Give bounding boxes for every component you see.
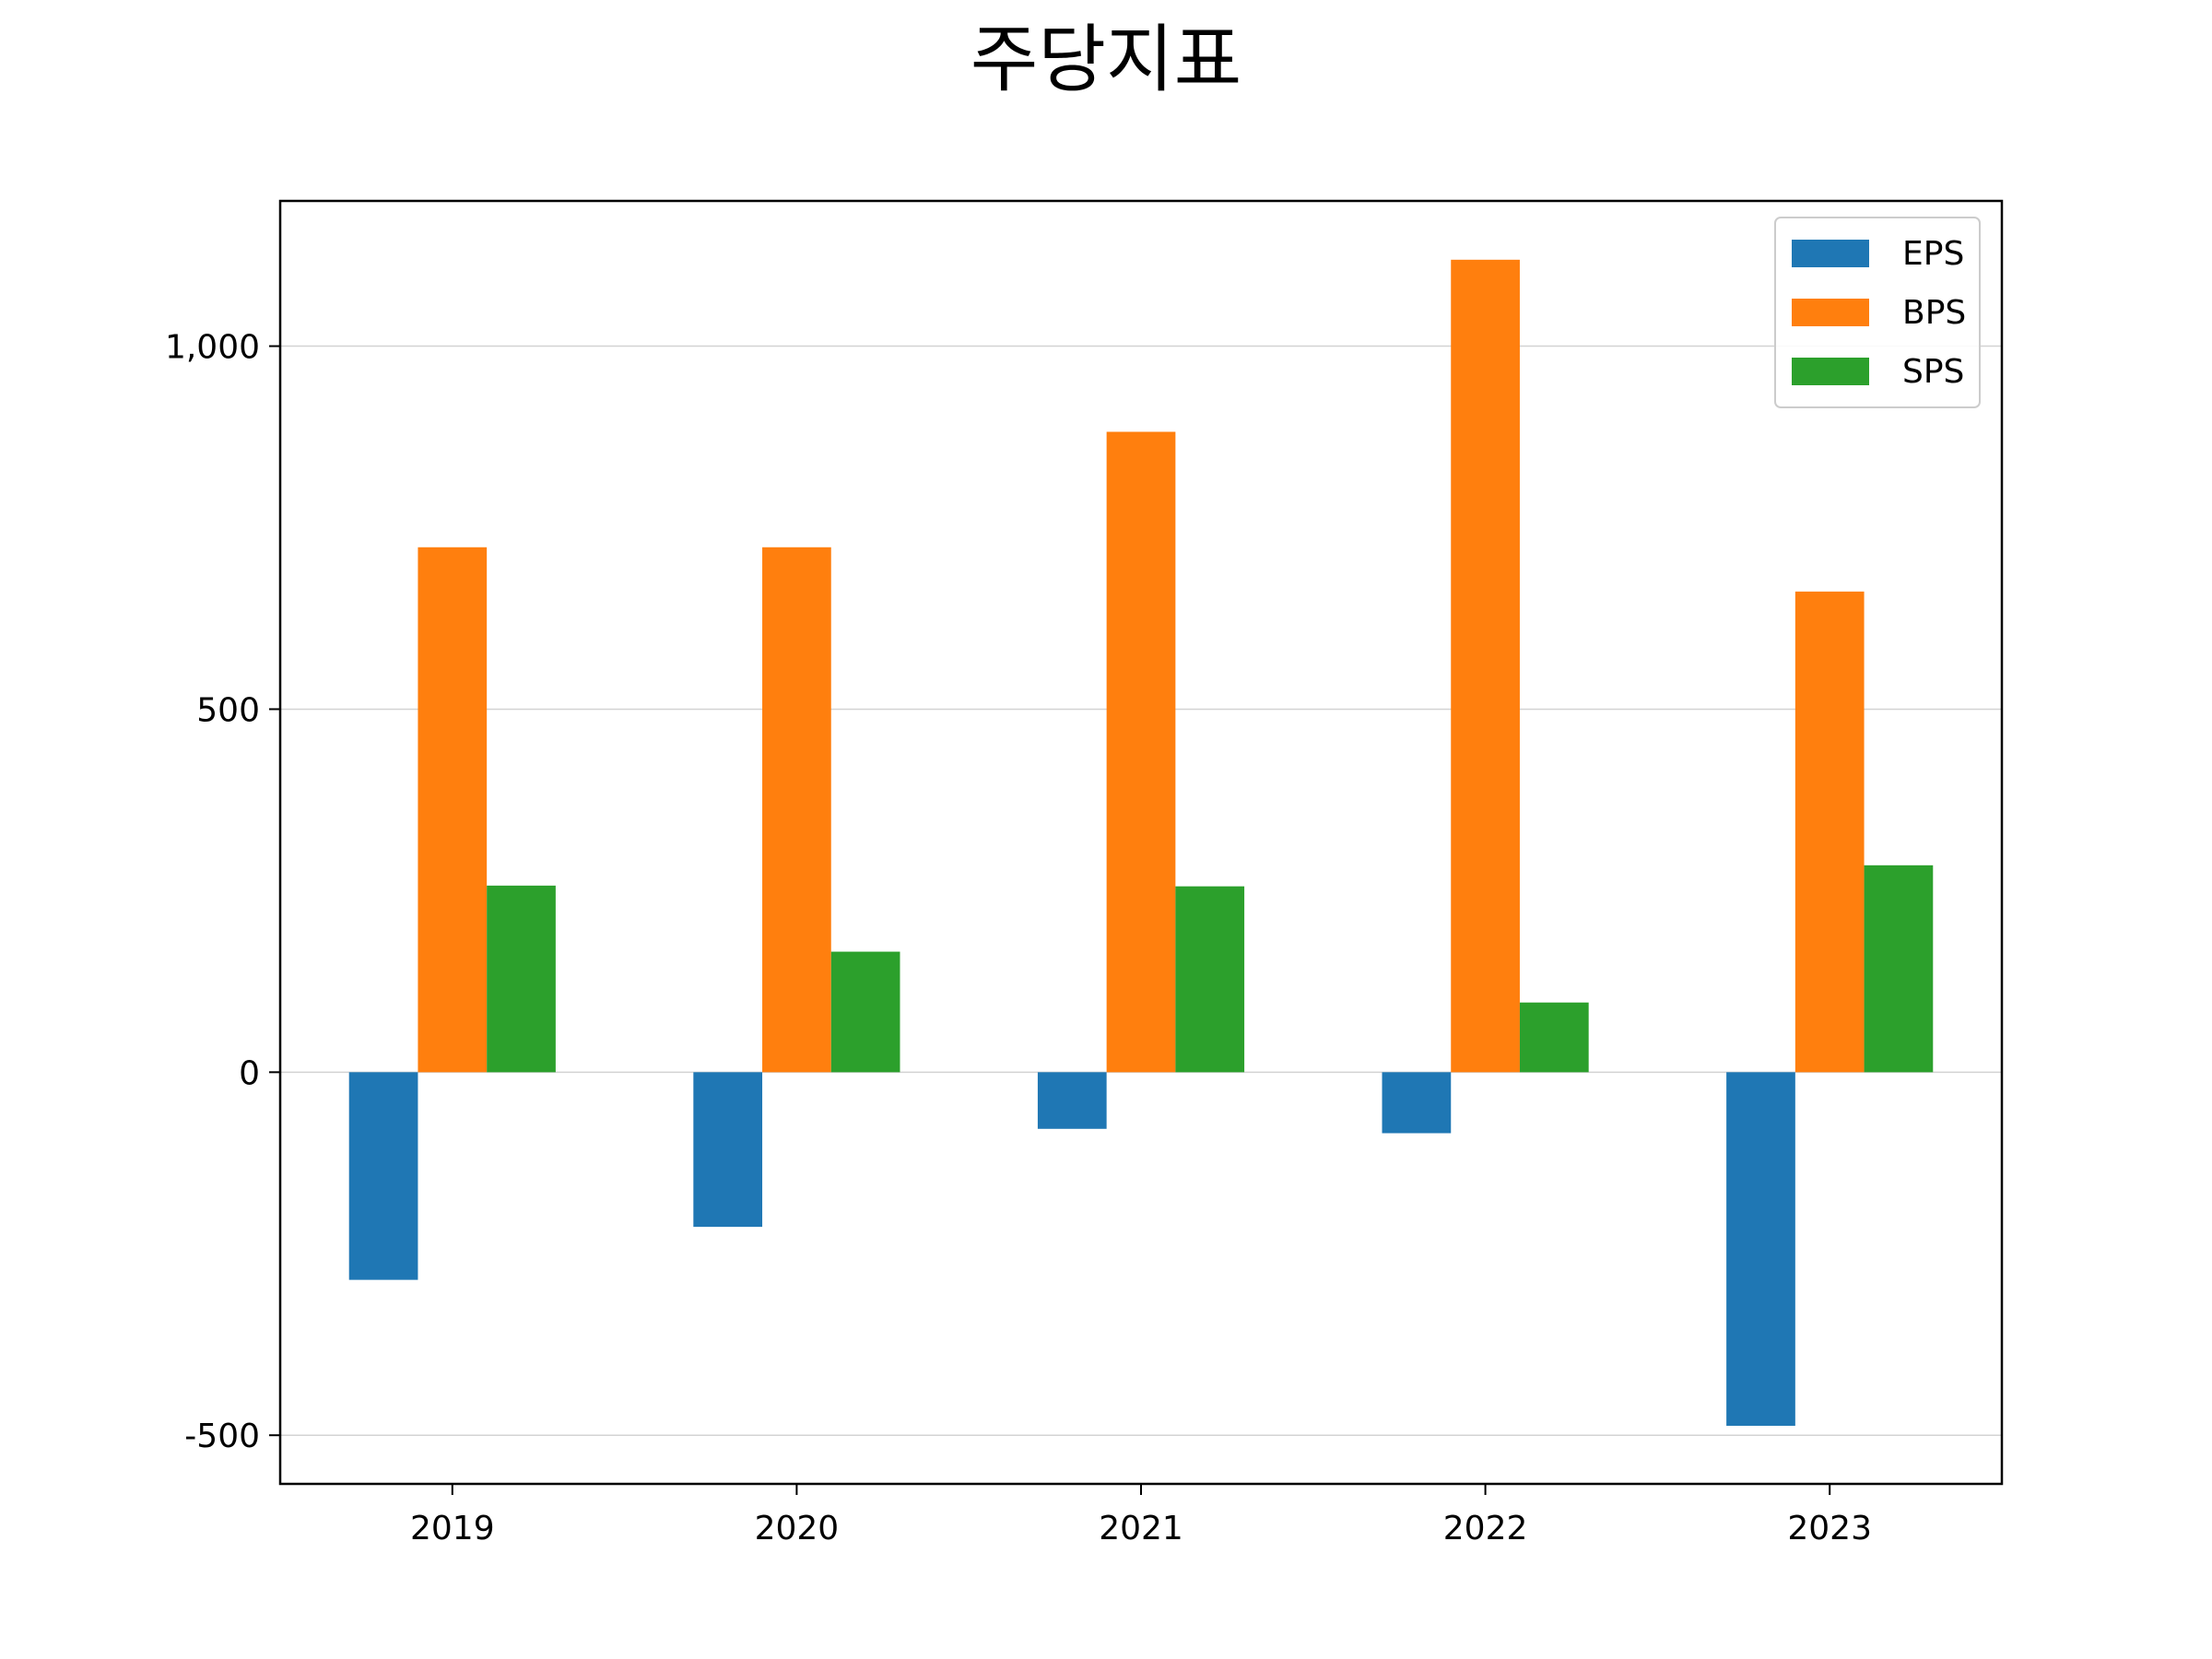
bar-sps-2022 — [1519, 1002, 1589, 1073]
bar-sps-2023 — [1864, 865, 1934, 1073]
legend-swatch-eps — [1792, 240, 1869, 267]
chart-title: 주당지표 — [971, 17, 1241, 102]
legend-label-sps: SPS — [1902, 353, 1964, 391]
bar-eps-2020 — [693, 1072, 763, 1228]
legend-swatch-bps — [1792, 299, 1869, 326]
bar-bps-2023 — [1794, 591, 1865, 1073]
bar-eps-2023 — [1726, 1072, 1795, 1426]
bar-eps-2022 — [1382, 1072, 1452, 1134]
bar-eps-2021 — [1037, 1072, 1107, 1129]
bar-bps-2020 — [762, 547, 831, 1073]
bar-bps-2022 — [1451, 259, 1520, 1073]
y-axis: -500 0 500 1,000 — [165, 329, 280, 1455]
x-tick-label: 2019 — [410, 1510, 495, 1547]
plot-frame — [278, 199, 2004, 1486]
legend: EPS BPS SPS — [1774, 217, 1981, 408]
bar-eps-2019 — [348, 1072, 418, 1280]
bar-sps-2021 — [1175, 886, 1245, 1073]
x-axis: 2019 2020 2021 2022 2023 — [410, 1484, 1872, 1547]
y-tick-label: 0 — [239, 1054, 260, 1092]
bar-bps-2019 — [418, 547, 488, 1073]
y-tick-label: 500 — [196, 691, 260, 729]
legend-swatch-sps — [1792, 358, 1869, 385]
x-tick-label: 2020 — [755, 1510, 840, 1547]
y-tick-label: 1,000 — [165, 329, 260, 367]
x-tick-label: 2021 — [1099, 1510, 1183, 1547]
bars — [348, 259, 1934, 1426]
y-tick-label: -500 — [184, 1418, 260, 1455]
legend-label-eps: EPS — [1902, 235, 1964, 273]
bar-bps-2021 — [1106, 431, 1176, 1073]
x-tick-label: 2023 — [1787, 1510, 1872, 1547]
bar-sps-2019 — [487, 885, 556, 1073]
x-tick-label: 2022 — [1443, 1510, 1528, 1547]
legend-label-bps: BPS — [1902, 294, 1966, 332]
bar-sps-2020 — [830, 951, 900, 1073]
